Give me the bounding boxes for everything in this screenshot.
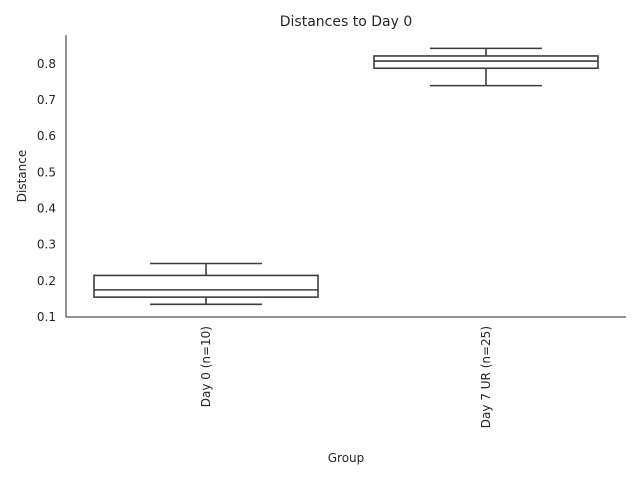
y-tick-label: 0.1 — [37, 310, 56, 324]
x-tick-label: Day 0 (n=10) — [199, 326, 213, 407]
x-tick-label: Day 7 UR (n=25) — [479, 326, 493, 428]
box-1 — [93, 262, 319, 306]
x-axis-label: Group — [328, 451, 365, 465]
x-axis-ticks: Day 0 (n=10) Day 7 UR (n=25) — [199, 326, 493, 428]
y-tick-label: 0.4 — [37, 202, 56, 216]
iqr-box — [373, 55, 599, 70]
y-axis-ticks: 0.1 0.2 0.3 0.4 0.5 0.6 0.7 0.8 — [37, 57, 56, 324]
chart-title: Distances to Day 0 — [280, 14, 412, 30]
y-tick-label: 0.2 — [37, 274, 56, 288]
box-group — [93, 47, 599, 306]
box-2 — [373, 47, 599, 87]
y-tick-label: 0.7 — [37, 93, 56, 107]
iqr-box — [93, 274, 319, 298]
y-tick-label: 0.6 — [37, 129, 56, 143]
y-tick-label: 0.8 — [37, 57, 56, 71]
y-axis-label: Distance — [15, 150, 29, 202]
y-tick-label: 0.3 — [37, 238, 56, 252]
y-tick-label: 0.5 — [37, 165, 56, 179]
